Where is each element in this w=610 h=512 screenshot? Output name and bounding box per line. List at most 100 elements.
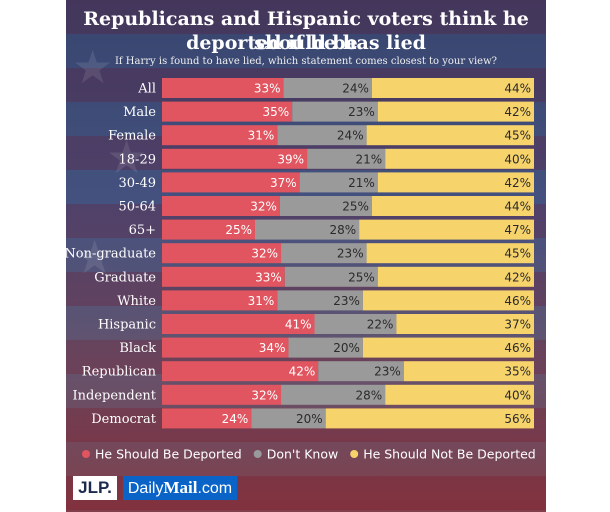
bar-segment — [377, 172, 534, 193]
data-label: 31% — [248, 294, 275, 308]
data-label: 25% — [348, 270, 375, 284]
bar-segment — [162, 337, 289, 358]
legend-label: He Should Be Deported — [95, 447, 242, 462]
bar-segment — [299, 172, 378, 193]
bar-segment — [288, 337, 363, 358]
data-label: 35% — [504, 365, 531, 379]
star-icon: ★ — [72, 40, 114, 94]
daily-mail-logo-suffix: .com — [197, 480, 233, 497]
bar-segment — [292, 101, 378, 122]
category-label: 18-29 — [119, 152, 156, 167]
bar-segment — [162, 172, 300, 193]
data-label: 23% — [374, 365, 401, 379]
legend-marker — [253, 450, 262, 458]
bar-segment — [362, 290, 534, 311]
data-label: 20% — [333, 341, 360, 355]
bar-segment — [279, 196, 372, 216]
category-label: All — [137, 82, 156, 97]
bar-segment — [385, 148, 534, 169]
bar-segment — [403, 361, 534, 382]
legend-label: Don't Know — [267, 447, 339, 462]
data-label: 31% — [248, 129, 275, 143]
bar-segment — [359, 219, 534, 240]
bar-segment — [362, 337, 534, 358]
data-label: 33% — [254, 82, 281, 96]
data-label: 42% — [504, 270, 531, 284]
data-label: 25% — [342, 200, 369, 214]
data-label: 32% — [251, 388, 278, 402]
data-label: 24% — [222, 412, 249, 426]
data-label: 46% — [504, 294, 531, 308]
data-label: 47% — [504, 223, 531, 237]
data-label: 23% — [348, 105, 375, 119]
data-label: 28% — [356, 388, 383, 402]
category-label: 65+ — [129, 223, 156, 238]
bar-segment — [162, 314, 315, 334]
data-label: 32% — [251, 247, 278, 261]
category-label: 50-64 — [119, 200, 156, 215]
bar-segment — [366, 243, 534, 264]
legend-label: He Should Not Be Deported — [363, 447, 536, 462]
bar-segment — [277, 290, 363, 311]
category-label: Non-graduate — [64, 247, 156, 262]
bar-segment — [396, 314, 534, 334]
category-label: Independent — [72, 388, 156, 403]
bar-segment — [371, 78, 534, 98]
data-label: 40% — [504, 152, 531, 166]
data-label: 37% — [504, 318, 531, 332]
jlp-logo: JLP. — [73, 476, 117, 500]
chart-subtitle: If Harry is found to have lied, which st… — [114, 56, 498, 67]
data-label: 37% — [270, 176, 297, 190]
bar-segment — [251, 408, 326, 429]
data-label: 44% — [504, 200, 531, 214]
bar-segment — [162, 196, 280, 216]
bar-segment — [385, 384, 534, 405]
data-label: 23% — [337, 247, 364, 261]
data-label: 39% — [277, 152, 304, 166]
category-label: 30-49 — [119, 176, 156, 191]
data-label: 35% — [263, 105, 290, 119]
data-label: 42% — [289, 365, 316, 379]
data-label: 24% — [337, 129, 364, 143]
bar-segment — [162, 219, 255, 240]
data-label: 28% — [329, 223, 356, 237]
bar-segment — [283, 78, 372, 98]
data-label: 56% — [504, 412, 531, 426]
star-icon: ★ — [106, 130, 148, 184]
bar-segment — [162, 148, 308, 169]
chart-title-line2: deported if he has lied — [186, 32, 426, 54]
data-label: 32% — [250, 200, 277, 214]
data-label: 40% — [504, 388, 531, 402]
category-label: Democrat — [91, 412, 157, 427]
legend-marker — [82, 450, 90, 458]
bar-segment — [162, 266, 285, 287]
bar-segment — [314, 314, 397, 334]
data-label: 33% — [255, 270, 282, 284]
bar-segment — [307, 148, 386, 169]
category-label: Black — [119, 341, 156, 356]
category-label: Female — [108, 129, 156, 144]
data-label: 21% — [356, 152, 383, 166]
category-label: White — [117, 294, 156, 309]
data-label: 21% — [348, 176, 375, 190]
data-label: 20% — [296, 412, 323, 426]
daily-mail-logo: DailyMail.com — [123, 476, 237, 500]
bar-segment — [318, 361, 404, 382]
bar-segment — [281, 243, 367, 264]
bar-segment — [255, 219, 360, 240]
data-label: 42% — [504, 176, 531, 190]
bar-segment — [284, 266, 378, 287]
bar-segment — [377, 266, 534, 287]
data-label: 45% — [504, 129, 531, 143]
data-label: 45% — [504, 247, 531, 261]
data-label: 42% — [504, 105, 531, 119]
bar-segment — [325, 408, 534, 429]
bar-segment — [162, 101, 293, 122]
data-label: 24% — [342, 82, 369, 96]
data-label: 23% — [333, 294, 360, 308]
daily-mail-logo-text: Daily — [127, 480, 164, 497]
bar-segment — [162, 408, 252, 429]
bar-segment — [162, 78, 284, 98]
daily-mail-logo-bold: Mail — [163, 478, 198, 497]
